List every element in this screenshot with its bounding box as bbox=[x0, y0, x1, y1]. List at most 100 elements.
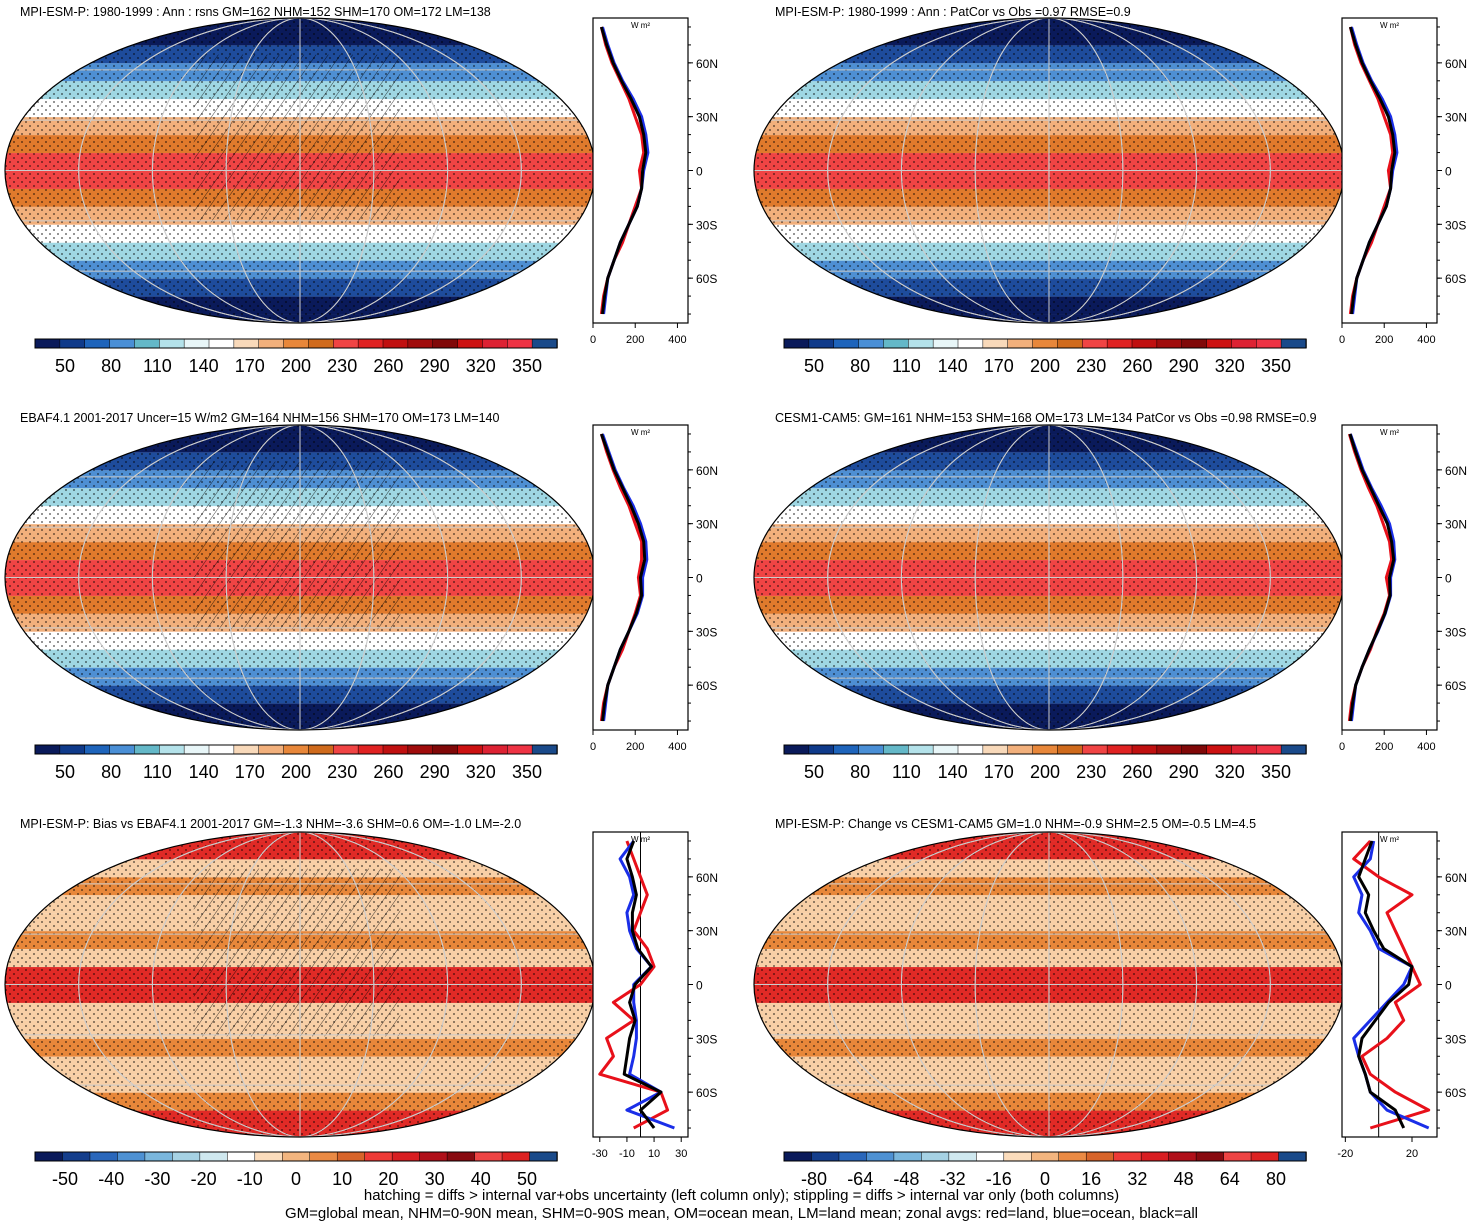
colorbar-swatch bbox=[383, 339, 408, 348]
colorbar-label: 80 bbox=[850, 356, 870, 376]
colorbar-label: -10 bbox=[237, 1169, 263, 1189]
colorbar-label: 200 bbox=[281, 762, 311, 782]
zonal-ytick-label: 60N bbox=[1445, 57, 1467, 71]
colorbar-swatch bbox=[358, 745, 383, 754]
zonal-xtick-label: 200 bbox=[1375, 334, 1393, 346]
colorbar-swatch bbox=[259, 339, 284, 348]
colorbar-label: 0 bbox=[1040, 1169, 1050, 1189]
map-field bbox=[754, 10, 1344, 333]
colorbar-swatch bbox=[1033, 745, 1058, 754]
colorbar-label: -48 bbox=[893, 1169, 919, 1189]
colorbar-swatch bbox=[383, 745, 408, 754]
colorbar-label: 290 bbox=[420, 762, 450, 782]
colorbar-swatch bbox=[507, 339, 532, 348]
zonal-ytick-label: 60S bbox=[1445, 679, 1466, 693]
colorbar-swatch bbox=[530, 1152, 558, 1161]
colorbar-label: 140 bbox=[938, 356, 968, 376]
colorbar-swatch bbox=[983, 745, 1008, 754]
map-field bbox=[754, 417, 1344, 740]
colorbar-swatch bbox=[809, 339, 834, 348]
panel-title: CESM1-CAM5: GM=161 NHM=153 SHM=168 OM=17… bbox=[775, 411, 1317, 425]
colorbar-swatch bbox=[433, 339, 458, 348]
colorbar-swatch bbox=[1033, 339, 1058, 348]
map-field bbox=[754, 824, 1344, 1147]
colorbar-swatch bbox=[337, 1152, 365, 1161]
colorbar-swatch bbox=[811, 1152, 839, 1161]
zonal-unit: W m² bbox=[631, 21, 650, 30]
colorbar-swatch bbox=[1086, 1152, 1114, 1161]
zonal-xtick-label: 0 bbox=[590, 334, 596, 346]
colorbar-label: 50 bbox=[517, 1169, 537, 1189]
colorbar-swatch bbox=[1207, 745, 1232, 754]
colorbar-swatch bbox=[284, 339, 309, 348]
zonal-ytick-label: 0 bbox=[1445, 165, 1452, 179]
colorbar-swatch bbox=[308, 745, 333, 754]
zonal-xtick-label: -30 bbox=[592, 1148, 608, 1160]
zonal-unit: W m² bbox=[1380, 428, 1399, 437]
colorbar-label: -64 bbox=[847, 1169, 873, 1189]
colorbar-swatch bbox=[85, 745, 110, 754]
colorbar-swatch bbox=[234, 745, 259, 754]
zonal-unit: W m² bbox=[631, 428, 650, 437]
colorbar-swatch bbox=[282, 1152, 310, 1161]
colorbar-label: 16 bbox=[1081, 1169, 1101, 1189]
colorbar-label: 80 bbox=[101, 356, 121, 376]
colorbar-swatch bbox=[502, 1152, 530, 1161]
colorbar-swatch bbox=[1207, 339, 1232, 348]
colorbar-label: 200 bbox=[281, 356, 311, 376]
colorbar-swatch bbox=[1281, 339, 1306, 348]
zonal-ytick-label: 60N bbox=[1445, 464, 1467, 478]
colorbar-swatch bbox=[958, 339, 983, 348]
colorbar-swatch bbox=[834, 339, 859, 348]
zonal-xtick-label: -10 bbox=[619, 1148, 635, 1160]
colorbar-swatch bbox=[447, 1152, 475, 1161]
zonal-ytick-label: 0 bbox=[1445, 572, 1452, 586]
zonal-xtick-label: 0 bbox=[1339, 741, 1345, 753]
colorbar-label: 30 bbox=[425, 1169, 445, 1189]
colorbar-swatch bbox=[333, 745, 358, 754]
map-field bbox=[5, 417, 595, 740]
colorbar-swatch bbox=[255, 1152, 283, 1161]
footer-note-hatching: hatching = diffs > internal var+obs unce… bbox=[0, 1187, 1483, 1205]
colorbar-swatch bbox=[209, 745, 234, 754]
zonal-xtick-label: 400 bbox=[668, 334, 686, 346]
colorbar-label: 110 bbox=[892, 762, 921, 782]
colorbar-swatch bbox=[1114, 1152, 1142, 1161]
colorbar-swatch bbox=[949, 1152, 977, 1161]
colorbar-label: 200 bbox=[1030, 762, 1060, 782]
colorbar-swatch bbox=[784, 339, 809, 348]
colorbar-swatch bbox=[310, 1152, 338, 1161]
colorbar-swatch bbox=[883, 339, 908, 348]
zonal-ytick-label: 60S bbox=[696, 272, 717, 286]
colorbar-swatch bbox=[433, 745, 458, 754]
zonal-xtick-label: 200 bbox=[1375, 741, 1393, 753]
colorbar-swatch bbox=[1141, 1152, 1169, 1161]
colorbar-swatch bbox=[1196, 1152, 1224, 1161]
colorbar-label: 140 bbox=[938, 762, 968, 782]
colorbar-swatch bbox=[1004, 1152, 1032, 1161]
zonal-unit: W m² bbox=[1380, 835, 1399, 844]
colorbar-swatch bbox=[458, 745, 483, 754]
colorbar-label: 140 bbox=[189, 356, 219, 376]
colorbar-swatch bbox=[184, 339, 209, 348]
zonal-ytick-label: 30S bbox=[696, 1032, 717, 1046]
colorbar-label: 170 bbox=[235, 356, 265, 376]
map-field bbox=[5, 10, 595, 333]
colorbar-swatch bbox=[134, 745, 159, 754]
colorbar-label: 230 bbox=[327, 762, 357, 782]
colorbar-label: 80 bbox=[850, 762, 870, 782]
zonal-ytick-label: 0 bbox=[1445, 979, 1452, 993]
colorbar-label: 260 bbox=[1122, 356, 1152, 376]
colorbar-swatch bbox=[1107, 339, 1132, 348]
colorbar-label: -50 bbox=[52, 1169, 78, 1189]
colorbar-label: 290 bbox=[1169, 762, 1199, 782]
colorbar-swatch bbox=[834, 745, 859, 754]
colorbar-swatch bbox=[420, 1152, 448, 1161]
colorbar-swatch bbox=[532, 339, 557, 348]
colorbar-swatch bbox=[1169, 1152, 1197, 1161]
colorbar-swatch bbox=[883, 745, 908, 754]
zonal-xtick-label: 0 bbox=[1339, 334, 1345, 346]
colorbar-label: -32 bbox=[940, 1169, 966, 1189]
zonal-xtick-label: 200 bbox=[626, 741, 644, 753]
